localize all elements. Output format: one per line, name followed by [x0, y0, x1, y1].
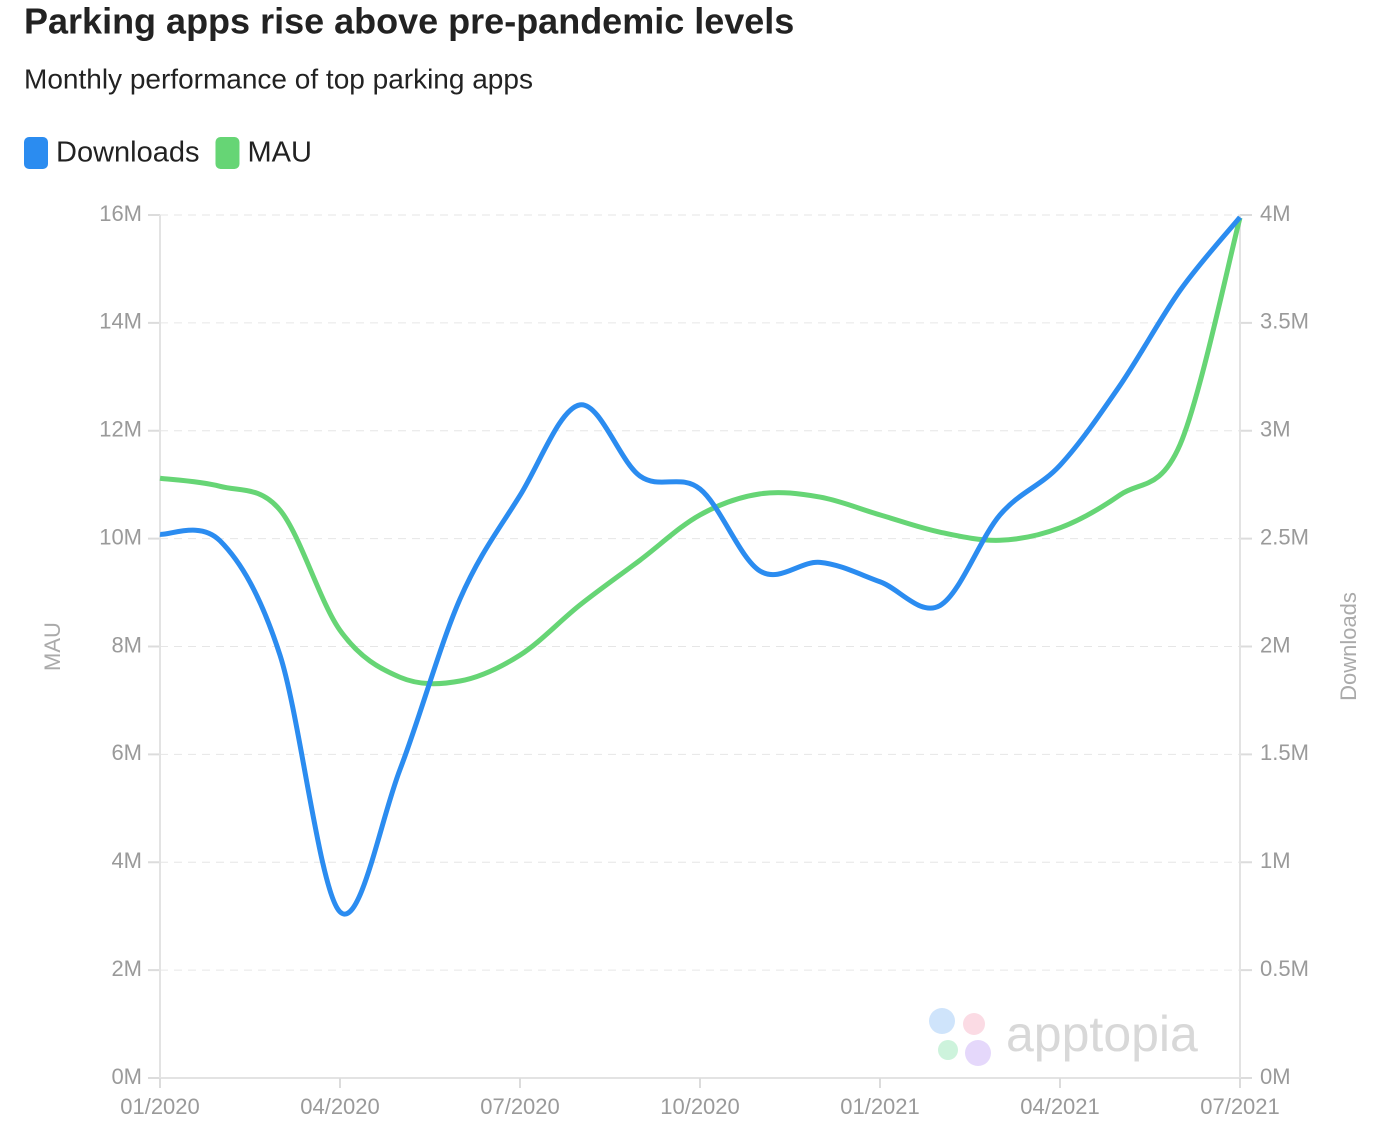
- y-tick-label: 14M: [99, 309, 142, 334]
- y2-tick-label: 1.5M: [1260, 740, 1309, 765]
- x-tick-label: 07/2021: [1200, 1094, 1280, 1119]
- chart-subtitle: Monthly performance of top parking apps: [24, 63, 533, 94]
- y-tick-label: 4M: [111, 848, 142, 873]
- x-tick-label: 01/2021: [840, 1094, 920, 1119]
- y2-tick-label: 0M: [1260, 1064, 1291, 1089]
- y-tick-label: 6M: [111, 740, 142, 765]
- y2-tick-label: 2.5M: [1260, 524, 1309, 549]
- y2-tick-label: 0.5M: [1260, 956, 1309, 981]
- x-tick-label: 04/2021: [1020, 1094, 1100, 1119]
- y-tick-label: 12M: [99, 417, 142, 442]
- legend-label: MAU: [247, 137, 311, 169]
- chart-title: Parking apps rise above pre-pandemic lev…: [24, 1, 794, 42]
- y2-tick-label: 2M: [1260, 632, 1291, 657]
- y2-tick-label: 3M: [1260, 417, 1291, 442]
- x-tick-label: 07/2020: [480, 1094, 560, 1119]
- y2-tick-label: 1M: [1260, 848, 1291, 873]
- x-tick-label: 01/2020: [120, 1094, 200, 1119]
- legend-label: Downloads: [56, 137, 199, 169]
- y2-tick-label: 4M: [1260, 201, 1291, 226]
- watermark: apptopia: [1006, 1006, 1198, 1062]
- series-line: [159, 215, 1242, 917]
- watermark-logo: [929, 1008, 991, 1066]
- y-tick-label: 0M: [111, 1064, 142, 1089]
- y-axis-title: MAU: [40, 622, 65, 671]
- legend-swatch: [215, 137, 240, 169]
- y-tick-label: 10M: [99, 524, 142, 549]
- series-line: [159, 217, 1243, 687]
- x-tick-label: 04/2020: [300, 1094, 380, 1119]
- y-tick-label: 8M: [111, 632, 142, 657]
- legend-swatch: [24, 137, 48, 169]
- y-tick-label: 16M: [99, 201, 142, 226]
- y2-tick-label: 3.5M: [1260, 309, 1309, 334]
- y-tick-label: 2M: [111, 956, 142, 981]
- y2-axis-title: Downloads: [1336, 592, 1361, 701]
- x-tick-label: 10/2020: [660, 1094, 740, 1119]
